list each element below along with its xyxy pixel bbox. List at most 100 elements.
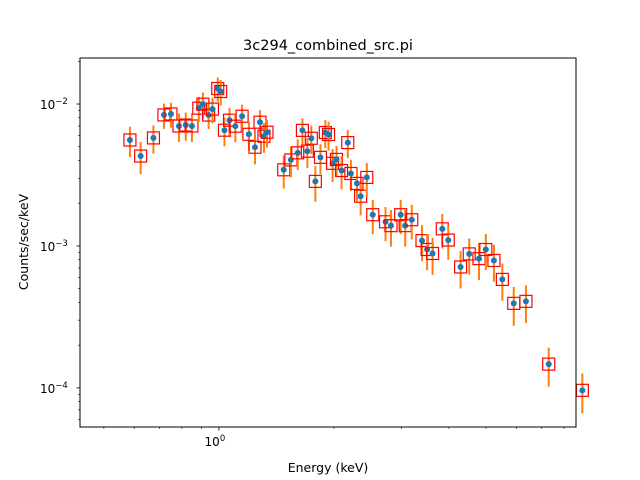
data-marker [280, 166, 287, 173]
data-point [542, 347, 556, 387]
data-box [260, 125, 274, 139]
data-marker [353, 180, 360, 187]
data-marker [175, 123, 182, 130]
data-marker [160, 111, 167, 118]
data-marker [188, 123, 195, 130]
data-marks [123, 77, 589, 414]
data-box [134, 149, 148, 163]
y-axis-label: Counts/sec/keV [16, 193, 31, 290]
data-point [214, 80, 228, 106]
data-marker [126, 136, 133, 143]
data-marker [369, 211, 376, 218]
data-marker [510, 300, 517, 307]
data-marker [363, 174, 370, 181]
data-point [366, 199, 380, 235]
data-marker [294, 149, 301, 156]
data-box [462, 247, 476, 261]
data-point [321, 121, 336, 151]
data-box [394, 208, 408, 222]
data-box [235, 109, 249, 123]
y-tick-label: 10−3 [40, 239, 68, 254]
data-marker [137, 153, 144, 160]
data-box [146, 131, 161, 145]
data-marker [475, 255, 482, 262]
data-point [146, 125, 161, 154]
data-marker [304, 148, 311, 155]
data-box [384, 219, 398, 233]
data-box [318, 125, 332, 140]
data-marker [333, 156, 340, 163]
data-marker [499, 276, 506, 283]
data-point [441, 225, 455, 260]
data-box [542, 357, 556, 371]
data-point [300, 138, 314, 168]
data-point [134, 142, 148, 175]
data-marker [245, 131, 252, 138]
data-point [205, 97, 220, 124]
chart-title: 3c294_combined_src.pi [243, 38, 413, 54]
data-marker [308, 135, 315, 142]
data-box [192, 101, 206, 115]
data-point [519, 285, 533, 323]
data-point [291, 139, 305, 170]
data-point [575, 373, 589, 414]
data-point [123, 126, 137, 158]
y-tick-label: 10−2 [40, 97, 68, 112]
data-marker [257, 119, 264, 126]
data-box [495, 272, 509, 287]
data-box [308, 174, 322, 188]
y-tick-label: 10−4 [40, 381, 68, 396]
data-point [334, 156, 349, 190]
data-marker [221, 127, 228, 134]
data-box [405, 213, 419, 227]
data-box [123, 133, 137, 147]
data-point [425, 237, 440, 275]
data-marker [482, 246, 489, 253]
data-marker [167, 110, 174, 117]
data-marker [490, 257, 497, 264]
data-box [291, 146, 305, 160]
data-box [277, 163, 291, 177]
data-box [295, 123, 310, 137]
data-box [304, 131, 318, 145]
data-marker [439, 225, 446, 232]
data-box [257, 129, 271, 143]
data-marker [239, 113, 246, 120]
data-box [300, 144, 314, 158]
data-marker [287, 156, 294, 163]
data-marker [466, 250, 473, 257]
plot-area [80, 58, 576, 427]
data-box [453, 260, 468, 274]
data-box [214, 84, 228, 99]
data-box [479, 242, 493, 257]
data-box [248, 140, 262, 154]
data-point [479, 233, 493, 271]
x-axis-label: Energy (keV) [288, 460, 369, 475]
data-marker [299, 127, 306, 134]
data-marker [408, 216, 415, 223]
data-point [185, 113, 199, 143]
data-box [366, 208, 380, 222]
data-marker [347, 170, 354, 177]
data-marker [522, 298, 529, 305]
data-marker [217, 88, 224, 95]
data-marker [209, 106, 216, 113]
data-marker [445, 237, 452, 244]
data-point [453, 251, 468, 289]
data-box [519, 294, 533, 308]
data-point [405, 204, 419, 240]
data-box [164, 107, 178, 121]
data-marker [397, 211, 404, 218]
data-box [441, 233, 455, 247]
data-box [326, 156, 340, 170]
data-box [185, 119, 199, 133]
data-point [354, 181, 368, 216]
data-box [211, 81, 225, 96]
data-box [341, 135, 355, 150]
data-marker [232, 123, 239, 130]
data-marker [263, 129, 270, 136]
data-box [334, 163, 349, 178]
data-point [487, 244, 501, 282]
data-marker [418, 237, 425, 244]
data-marker [545, 361, 552, 368]
